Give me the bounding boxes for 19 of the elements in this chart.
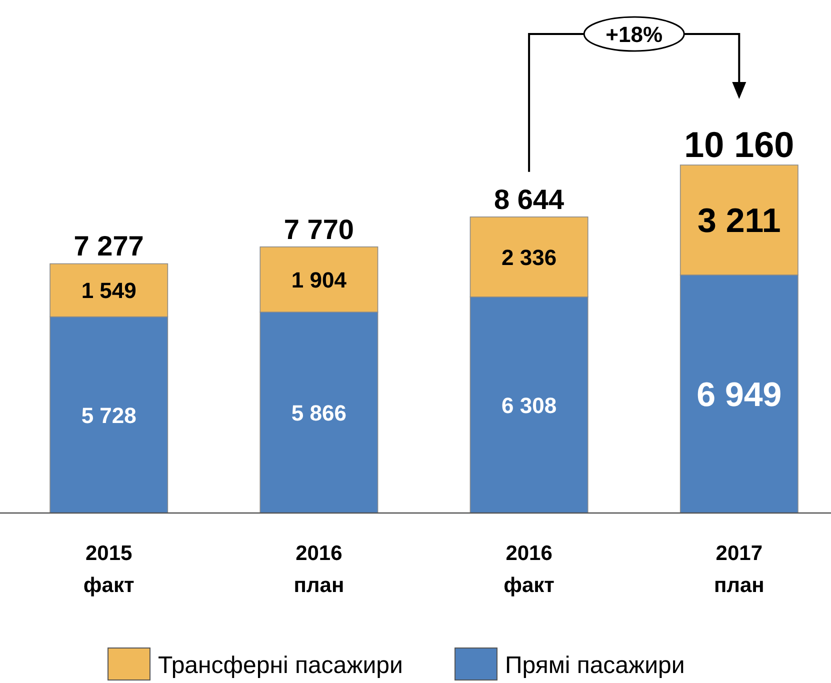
x-tick-label: 2015 факт <box>83 542 134 597</box>
legend-label: Трансферні пасажири <box>158 652 403 679</box>
data-label: 3 211 <box>698 202 781 240</box>
total-label: 7 770 <box>284 214 354 245</box>
data-label: 6 949 <box>696 376 782 414</box>
data-label: 2 336 <box>502 244 557 270</box>
x-tick-label: 2017 план <box>714 542 764 597</box>
total-label: 10 160 <box>684 124 794 165</box>
data-label: 1 549 <box>81 278 136 304</box>
data-label: 5 866 <box>291 400 346 426</box>
data-label: 6 308 <box>502 392 557 418</box>
data-label: 1 904 <box>291 267 348 292</box>
data-label: 5 728 <box>81 402 136 428</box>
x-tick-label: 2016 факт <box>504 542 554 597</box>
total-label: 7 277 <box>74 230 144 262</box>
total-label: 8 644 <box>494 184 565 215</box>
x-tick-label: 2016 план <box>294 542 344 597</box>
legend-label: Прямі пасажири <box>505 652 685 679</box>
text: +18% <box>606 22 663 47</box>
